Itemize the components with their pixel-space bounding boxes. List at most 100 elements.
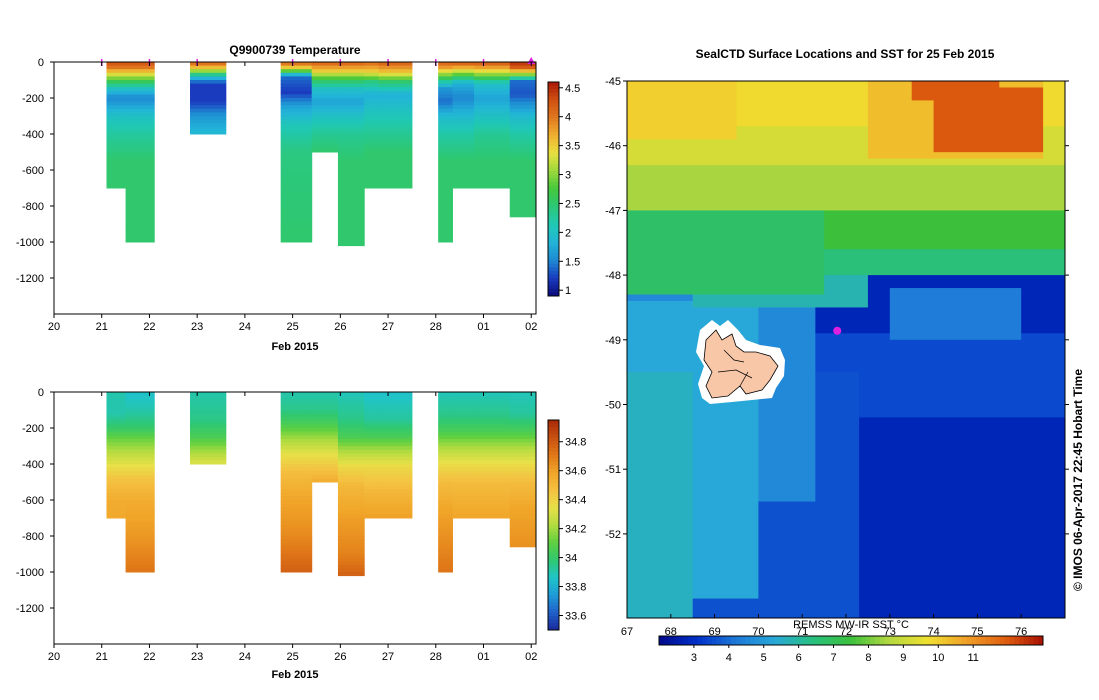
cast-cell	[337, 65, 365, 70]
cast-cell	[473, 108, 511, 113]
cast-cell	[280, 227, 313, 232]
cast-cell	[125, 417, 155, 422]
colorbar-segment	[879, 636, 886, 645]
cast-cell	[106, 431, 127, 436]
colorbar-tick-label: 34.6	[565, 466, 586, 478]
cast-cell	[378, 83, 413, 88]
colorbar-segment	[548, 253, 559, 258]
colorbar-segment	[788, 636, 794, 645]
cast-cell	[125, 123, 155, 128]
cast-cell	[378, 399, 413, 404]
cast-cell	[280, 206, 313, 211]
cast-cell	[280, 123, 313, 128]
colorbar-segment	[548, 619, 559, 624]
x-tick-label: 22	[143, 321, 155, 333]
cast-5	[337, 392, 365, 577]
cast-cell	[106, 148, 127, 153]
colorbar-segment	[548, 532, 559, 536]
cast-cell	[364, 474, 380, 479]
cast-cell	[509, 116, 537, 121]
colorbar-segment	[548, 249, 559, 254]
cast-cell	[280, 213, 313, 218]
cast-cell	[509, 69, 537, 74]
cast-cell	[311, 395, 339, 400]
cast-cell	[280, 231, 313, 236]
cast-cell	[190, 446, 227, 451]
cast-cell	[190, 428, 227, 433]
cast-cell	[452, 180, 475, 185]
cast-cell	[378, 123, 413, 128]
cast-cell	[364, 126, 380, 131]
cast-cell	[438, 148, 453, 153]
cast-cell	[125, 482, 155, 487]
cast-cell	[438, 137, 453, 142]
cast-cell	[337, 116, 365, 121]
cast-cell	[452, 144, 475, 149]
cast-cell	[337, 198, 365, 203]
cast-cell	[473, 126, 511, 131]
colorbar-segment	[548, 260, 559, 265]
cast-cell	[509, 94, 537, 99]
cast-cell	[473, 395, 511, 400]
cast-cell	[280, 550, 313, 555]
cast-cell	[125, 474, 155, 479]
cast-cell	[280, 413, 313, 418]
x-tick-label: 21	[96, 651, 108, 663]
cast-cell	[364, 428, 380, 433]
cast-cell	[106, 482, 127, 487]
cast-cell	[438, 500, 453, 505]
cast-cell	[106, 492, 127, 497]
cast-cell	[509, 431, 537, 436]
cast-cell	[473, 500, 511, 505]
cast-cell	[364, 123, 380, 128]
cast-cell	[106, 76, 127, 81]
cast-cell	[452, 134, 475, 139]
cast-cell	[280, 108, 313, 113]
cast-cell	[452, 76, 475, 81]
cast-cell	[509, 510, 537, 515]
cast-cell	[438, 105, 453, 110]
y-tick-label: -200	[22, 93, 44, 105]
cast-cell	[106, 474, 127, 479]
cast-cell	[452, 108, 475, 113]
cast-cell	[337, 159, 365, 164]
cast-cell	[378, 485, 413, 490]
colorbar-segment	[548, 85, 559, 90]
cast-cell	[280, 392, 313, 397]
colorbar-segment	[548, 82, 559, 87]
cast-cell	[509, 507, 537, 512]
cast-cell	[509, 435, 537, 440]
cast-cell	[280, 101, 313, 106]
cast-cell	[438, 456, 453, 461]
cast-cell	[438, 521, 453, 526]
colorbar-segment	[918, 636, 924, 645]
cast-cell	[378, 474, 413, 479]
cast-cell	[280, 209, 313, 214]
cast-cell	[125, 550, 155, 555]
cast-cell	[473, 482, 511, 487]
cast-cell	[452, 428, 475, 433]
cast-cell	[509, 478, 537, 483]
cast-cell	[473, 428, 511, 433]
colorbar-segment	[822, 636, 828, 645]
cast-cell	[125, 159, 155, 164]
cast-cell	[106, 105, 127, 110]
cast-cell	[125, 525, 155, 530]
cast-cell	[337, 546, 365, 551]
cast-cell	[473, 80, 511, 85]
cast-cell	[378, 471, 413, 476]
colorbar-segment	[548, 560, 559, 564]
colorbar-tick-label: 10	[932, 652, 944, 664]
cast-cell	[125, 464, 155, 469]
cast-cell	[364, 148, 380, 153]
cast-cell	[125, 442, 155, 447]
cast-cell	[311, 134, 339, 139]
cast-7	[378, 62, 413, 189]
cast-cell	[452, 442, 475, 447]
cast-cell	[106, 137, 127, 142]
cast-cell	[438, 224, 453, 229]
colorbar-segment	[1023, 636, 1030, 645]
cast-cell	[125, 492, 155, 497]
colorbar-segment	[548, 584, 559, 589]
cast-cell	[509, 402, 537, 407]
